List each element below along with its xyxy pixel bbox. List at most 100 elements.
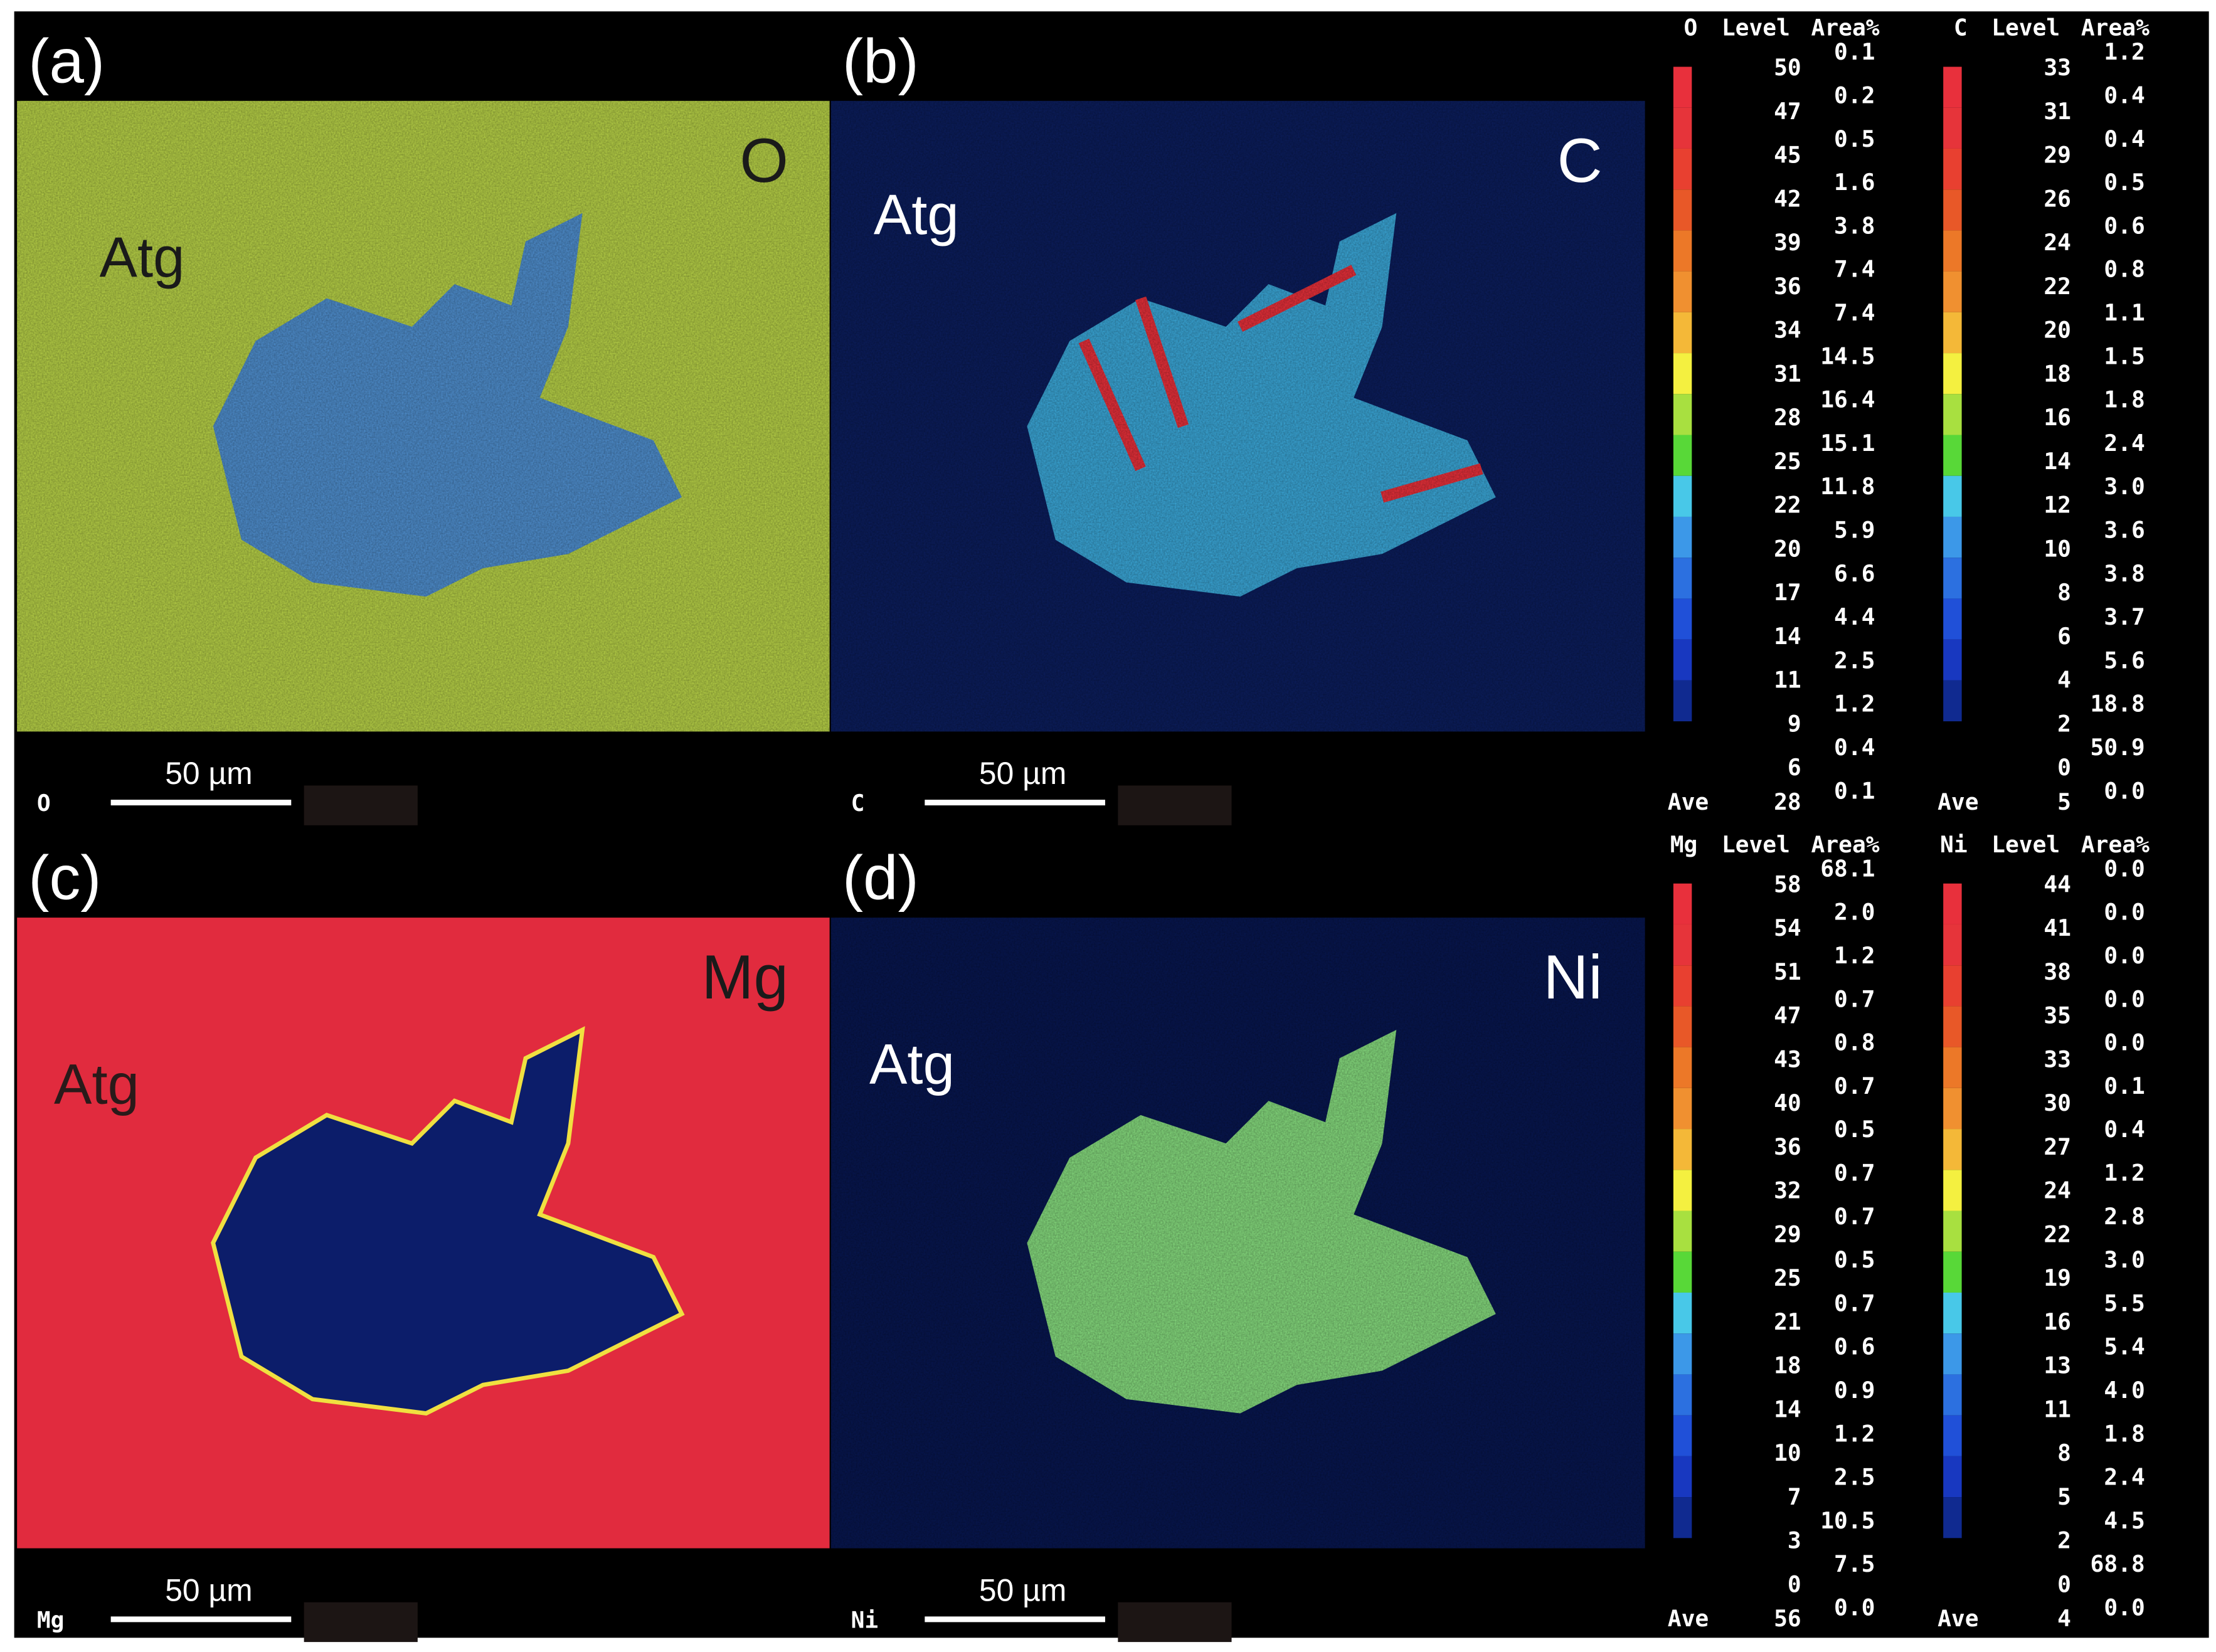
color-swatch <box>1943 516 1962 558</box>
panel-label: (a) <box>28 26 105 96</box>
legend-ave-value: 5 <box>2057 788 2071 815</box>
legend-area: 7.4 <box>1834 256 1875 283</box>
color-swatch <box>1673 883 1692 924</box>
legend-area: 0.0 <box>2104 777 2144 804</box>
legend-level: 10 <box>1774 1439 1801 1466</box>
legend-area: 5.9 <box>1834 516 1875 543</box>
color-swatch <box>1673 230 1692 272</box>
legend-level: 6 <box>1788 754 1801 781</box>
legend-level: 34 <box>1774 317 1801 344</box>
legend-level: 31 <box>1774 360 1801 387</box>
legend-level: 8 <box>2057 579 2071 606</box>
phase-label: Atg <box>54 1053 139 1116</box>
legend-area: 0.5 <box>1834 125 1875 152</box>
legend-level: 31 <box>2044 98 2071 125</box>
legend-ave: Ave <box>1668 1605 1709 1632</box>
scale-text: 50 µm <box>979 1572 1066 1607</box>
color-swatch <box>1673 435 1692 476</box>
legend-level: 22 <box>2044 273 2071 300</box>
scale-box <box>304 785 418 825</box>
legend-area: 3.0 <box>2104 1246 2144 1273</box>
legend-area: 1.8 <box>2104 386 2144 413</box>
legends: O Level Area%50474542393634312825222017141… <box>1668 14 2150 1633</box>
legend-area: 11.8 <box>1820 473 1875 500</box>
element-label: C <box>1557 126 1603 196</box>
color-swatch <box>1673 1497 1692 1538</box>
legend-area: 0.8 <box>2104 256 2144 283</box>
color-swatch <box>1943 107 1962 149</box>
legend-area: 18.8 <box>2091 691 2145 717</box>
legend-area: 4.5 <box>2104 1507 2144 1534</box>
legend-area: 3.8 <box>1834 212 1875 239</box>
color-swatch <box>1673 107 1692 149</box>
legend-level: 38 <box>2044 958 2071 985</box>
legend-area: 5.5 <box>2104 1289 2144 1316</box>
color-swatch <box>1673 189 1692 231</box>
color-swatch <box>1943 148 1962 190</box>
legend-level: 5 <box>2057 1483 2071 1510</box>
panels: (a) O Atg O 50 µm (b) C Atg C 50 µm (c) Mg Atg Mg 50 µ… <box>28 26 1603 1643</box>
legend-level: 0 <box>1788 1570 1801 1597</box>
legend-level: 41 <box>2044 914 2071 941</box>
legend-level: 35 <box>2044 1002 2071 1029</box>
legend-level: 25 <box>1774 448 1801 475</box>
legend-level: 16 <box>2044 1308 2071 1335</box>
color-swatch <box>1673 639 1692 680</box>
legend-level: 54 <box>1774 914 1801 941</box>
scale-text: 50 µm <box>165 756 252 791</box>
legend-level: 45 <box>1774 142 1801 169</box>
legend-ave: Ave <box>1938 1605 1978 1632</box>
element-code: C <box>851 790 865 817</box>
legend-level: 39 <box>1774 229 1801 256</box>
legend-element: Ni <box>1940 831 1968 858</box>
legend-level: 20 <box>1774 535 1801 562</box>
legend-level: 8 <box>2057 1439 2071 1466</box>
phase-label: Atg <box>869 1033 955 1096</box>
legend-ave: Ave <box>1938 788 1978 815</box>
legend-level: 7 <box>1788 1483 1801 1510</box>
color-swatch <box>1943 924 1962 966</box>
noise <box>830 100 1645 732</box>
legend-level: 33 <box>2044 1046 2071 1072</box>
legend-area: 0.7 <box>1834 1203 1875 1230</box>
legend-area: 0.0 <box>2104 1029 2144 1056</box>
legend-level: 9 <box>1788 710 1801 737</box>
color-swatch <box>1943 435 1962 476</box>
legend-area: 1.2 <box>1834 1420 1875 1447</box>
legend-area: 10.5 <box>1820 1507 1875 1534</box>
legend-area: 16.4 <box>1820 386 1875 413</box>
legend-area: 0.4 <box>1834 734 1875 761</box>
legend-level: 10 <box>2044 535 2071 562</box>
element-label: O <box>740 126 788 196</box>
color-swatch <box>1943 639 1962 680</box>
color-swatch <box>1943 883 1962 924</box>
legend-level: 26 <box>2044 185 2071 212</box>
color-swatch <box>1943 1497 1962 1538</box>
legend-area: 4.4 <box>1834 603 1875 630</box>
element-code: O <box>37 790 51 817</box>
panel-label: (d) <box>842 844 919 913</box>
legend-element: Mg <box>1670 831 1698 858</box>
legend-level: 29 <box>2044 142 2071 169</box>
legend-area: 2.4 <box>2104 430 2144 457</box>
legend-area: 0.0 <box>1834 1594 1875 1621</box>
color-swatch <box>1943 66 1962 108</box>
color-swatch <box>1673 1088 1692 1130</box>
legend-level: 14 <box>2044 448 2071 475</box>
legend-area: 50.9 <box>2091 734 2145 761</box>
color-swatch <box>1943 475 1962 517</box>
panel-label: (b) <box>842 26 919 96</box>
legend-level: 22 <box>2044 1220 2071 1247</box>
map-c <box>830 100 1645 732</box>
legend-area: 0.6 <box>2104 212 2144 239</box>
legend-ave-value: 28 <box>1774 788 1801 815</box>
legend-level-head: Level <box>1991 14 2060 41</box>
legend-area: 2.0 <box>1834 899 1875 926</box>
legend-level: 40 <box>1774 1089 1801 1116</box>
scale-text: 50 µm <box>979 756 1066 791</box>
color-swatch <box>1673 271 1692 312</box>
legend-area: 3.0 <box>2104 473 2144 500</box>
legend-element: C <box>1954 14 1968 41</box>
legend-level: 0 <box>2057 754 2071 781</box>
